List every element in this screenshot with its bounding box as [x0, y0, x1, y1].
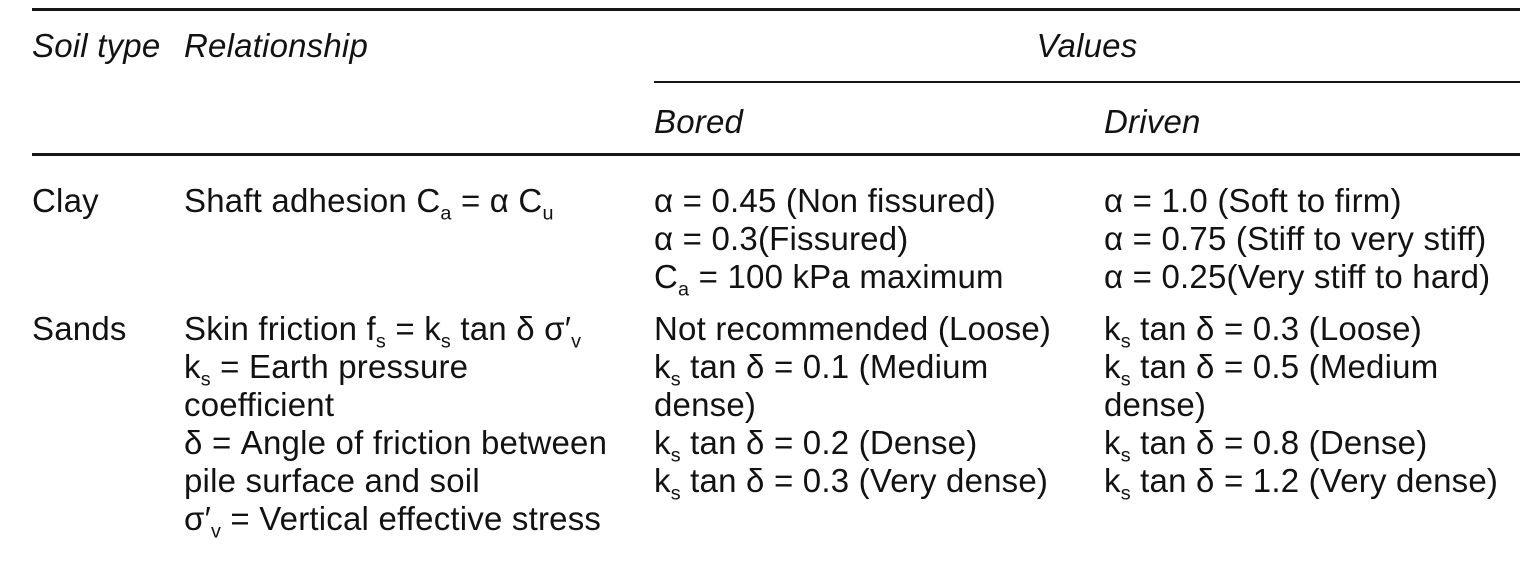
table-header-row-1: Soil type Relationship Values	[32, 11, 1520, 81]
cell-clay-driven-values: α = 1.0 (Soft to firm) α = 0.75 (Stiff to…	[1104, 182, 1491, 295]
table-header-row-2: Bored Driven	[32, 83, 1520, 153]
table-row-sands: Sands Skin friction fs = ks tan δ σ′v ks …	[32, 296, 1520, 543]
cell-clay-relationship: Shaft adhesion Ca = α Cu	[184, 182, 554, 225]
table-row-clay: Clay Shaft adhesion Ca = α Cu α = 0.45 (…	[32, 156, 1520, 301]
table-header-bottom-rule	[32, 153, 1520, 156]
column-header-driven: Driven	[1104, 103, 1201, 140]
cell-sands-driven-values: ks tan δ = 0.3 (Loose) ks tan δ = 0.5 (Me…	[1104, 310, 1499, 505]
cell-clay-bored-values: α = 0.45 (Non fissured) α = 0.3(Fissured)…	[654, 182, 1004, 301]
column-header-values: Values	[1036, 27, 1138, 64]
cell-sands-soil-type: Sands	[32, 310, 127, 347]
column-header-soil-type: Soil type	[32, 27, 161, 64]
cell-sands-bored-values: Not recommended (Loose) ks tan δ = 0.1 (M…	[654, 310, 1052, 505]
table-top-rule	[32, 8, 1520, 11]
cell-clay-soil-type: Clay	[32, 182, 99, 219]
column-header-relationship: Relationship	[184, 27, 369, 64]
values-group-rule	[654, 81, 1520, 83]
column-header-bored: Bored	[654, 103, 744, 140]
cell-sands-relationship: Skin friction fs = ks tan δ σ′v ks = Eart…	[184, 310, 608, 543]
